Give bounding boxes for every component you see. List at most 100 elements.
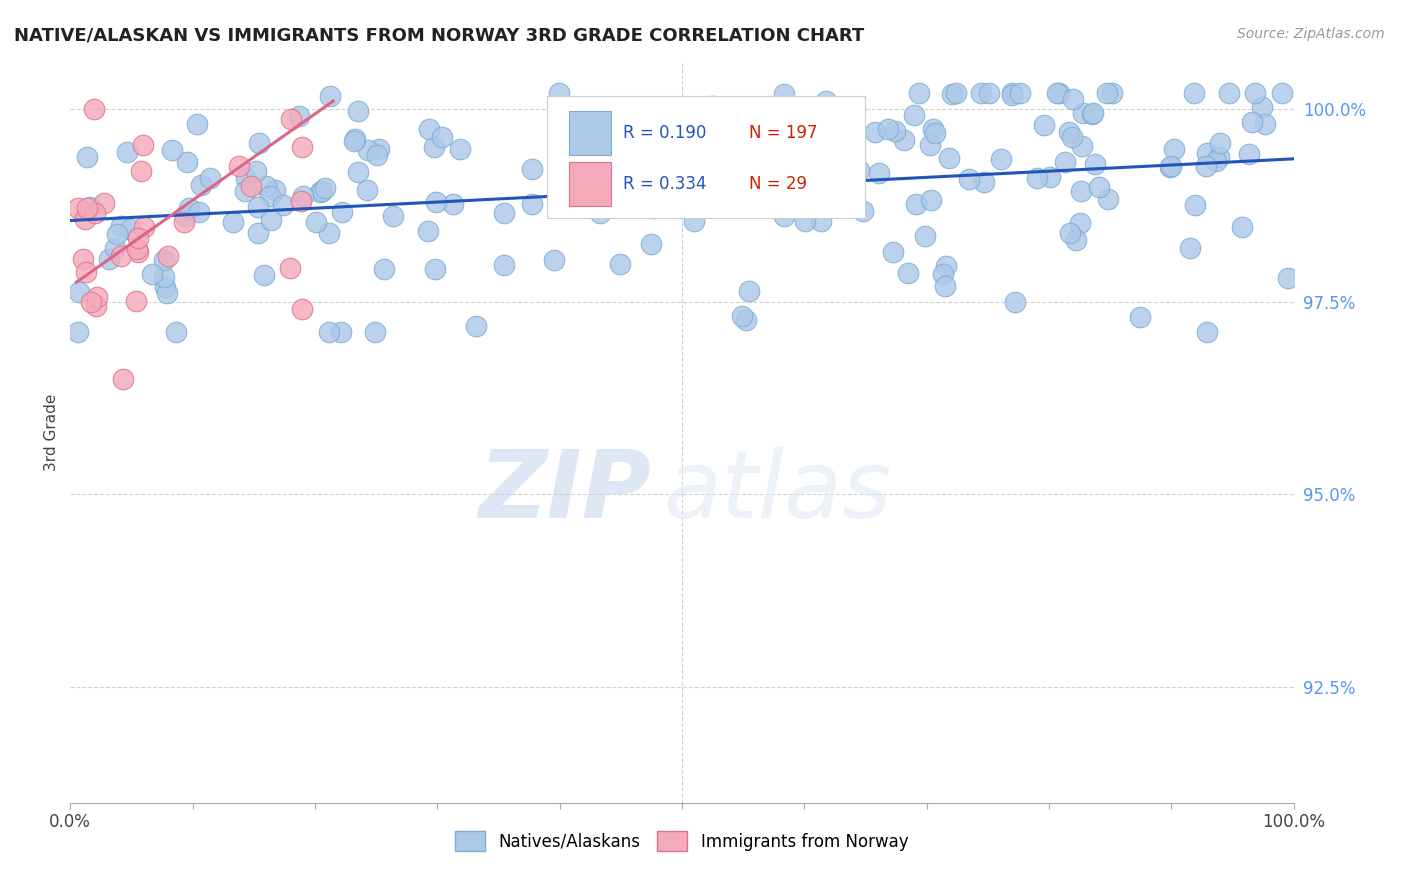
Point: [548, 162, 571, 177]
Point: [1195, 159, 1218, 173]
Point: [868, 166, 890, 180]
Point: [772, 87, 794, 101]
Point: [897, 266, 920, 280]
Point: [640, 237, 662, 252]
Point: [1084, 157, 1107, 171]
Point: [245, 164, 267, 178]
Point: [589, 206, 612, 220]
Point: [815, 94, 838, 108]
Point: [110, 219, 132, 233]
Point: [110, 249, 132, 263]
Point: [863, 125, 886, 139]
Point: [804, 165, 827, 179]
Point: [346, 165, 368, 179]
Point: [1004, 295, 1026, 310]
Point: [520, 196, 543, 211]
Point: [703, 200, 725, 214]
Legend: Natives/Alaskans, Immigrants from Norway: Natives/Alaskans, Immigrants from Norway: [449, 825, 915, 857]
Point: [465, 318, 488, 333]
Text: N = 29: N = 29: [749, 175, 807, 193]
Point: [1083, 106, 1105, 120]
Point: [1088, 180, 1111, 194]
Point: [254, 178, 277, 193]
Point: [344, 132, 367, 146]
Point: [679, 112, 702, 127]
Point: [628, 186, 651, 201]
Point: [543, 252, 565, 267]
Point: [72, 252, 94, 267]
Point: [934, 278, 956, 293]
Point: [156, 249, 179, 263]
Point: [973, 175, 995, 189]
Point: [1062, 92, 1084, 106]
Point: [1008, 87, 1031, 101]
Point: [1209, 136, 1232, 151]
Point: [810, 214, 832, 228]
Point: [177, 201, 200, 215]
Point: [596, 132, 619, 146]
Point: [1066, 233, 1088, 247]
Point: [188, 204, 211, 219]
Point: [290, 194, 312, 208]
Point: [1160, 159, 1182, 173]
Point: [772, 209, 794, 223]
Point: [682, 214, 704, 228]
Point: [1097, 192, 1119, 206]
Point: [233, 184, 256, 198]
Point: [155, 280, 177, 294]
Point: [844, 128, 866, 142]
Point: [368, 142, 391, 156]
Point: [356, 183, 378, 197]
Point: [156, 285, 179, 300]
Point: [347, 103, 370, 118]
Point: [364, 326, 387, 340]
Point: [291, 302, 314, 317]
FancyBboxPatch shape: [569, 161, 612, 205]
Point: [494, 205, 516, 219]
Point: [924, 126, 946, 140]
Point: [449, 143, 471, 157]
Text: N = 197: N = 197: [749, 124, 818, 142]
Point: [343, 134, 366, 148]
Text: NATIVE/ALASKAN VS IMMIGRANTS FROM NORWAY 3RD GRADE CORRELATION CHART: NATIVE/ALASKAN VS IMMIGRANTS FROM NORWAY…: [14, 27, 865, 45]
Point: [117, 145, 139, 159]
Point: [1039, 170, 1062, 185]
Point: [935, 260, 957, 274]
Point: [904, 196, 927, 211]
Point: [318, 226, 340, 240]
Point: [931, 267, 953, 281]
Text: ZIP: ZIP: [478, 446, 651, 538]
Point: [520, 162, 543, 177]
Point: [141, 267, 163, 281]
Point: [628, 200, 651, 214]
Point: [271, 197, 294, 211]
Point: [1080, 106, 1102, 120]
Point: [120, 222, 142, 236]
Point: [593, 178, 616, 193]
Point: [264, 183, 287, 197]
Point: [1071, 105, 1094, 120]
Point: [311, 184, 333, 198]
Point: [876, 122, 898, 136]
Point: [260, 213, 283, 227]
Point: [425, 195, 447, 210]
Point: [441, 197, 464, 211]
Point: [738, 284, 761, 298]
Point: [235, 171, 257, 186]
Point: [84, 206, 107, 220]
Point: [112, 371, 135, 385]
Point: [609, 257, 631, 271]
Point: [67, 285, 90, 299]
Point: [67, 201, 90, 215]
Point: [634, 122, 657, 136]
Point: [222, 215, 245, 229]
Point: [1059, 226, 1081, 240]
Point: [970, 87, 993, 101]
Point: [702, 99, 724, 113]
Point: [1163, 143, 1185, 157]
Point: [423, 140, 446, 154]
Point: [425, 261, 447, 276]
Point: [643, 202, 665, 216]
Point: [567, 136, 589, 150]
Point: [67, 326, 90, 340]
